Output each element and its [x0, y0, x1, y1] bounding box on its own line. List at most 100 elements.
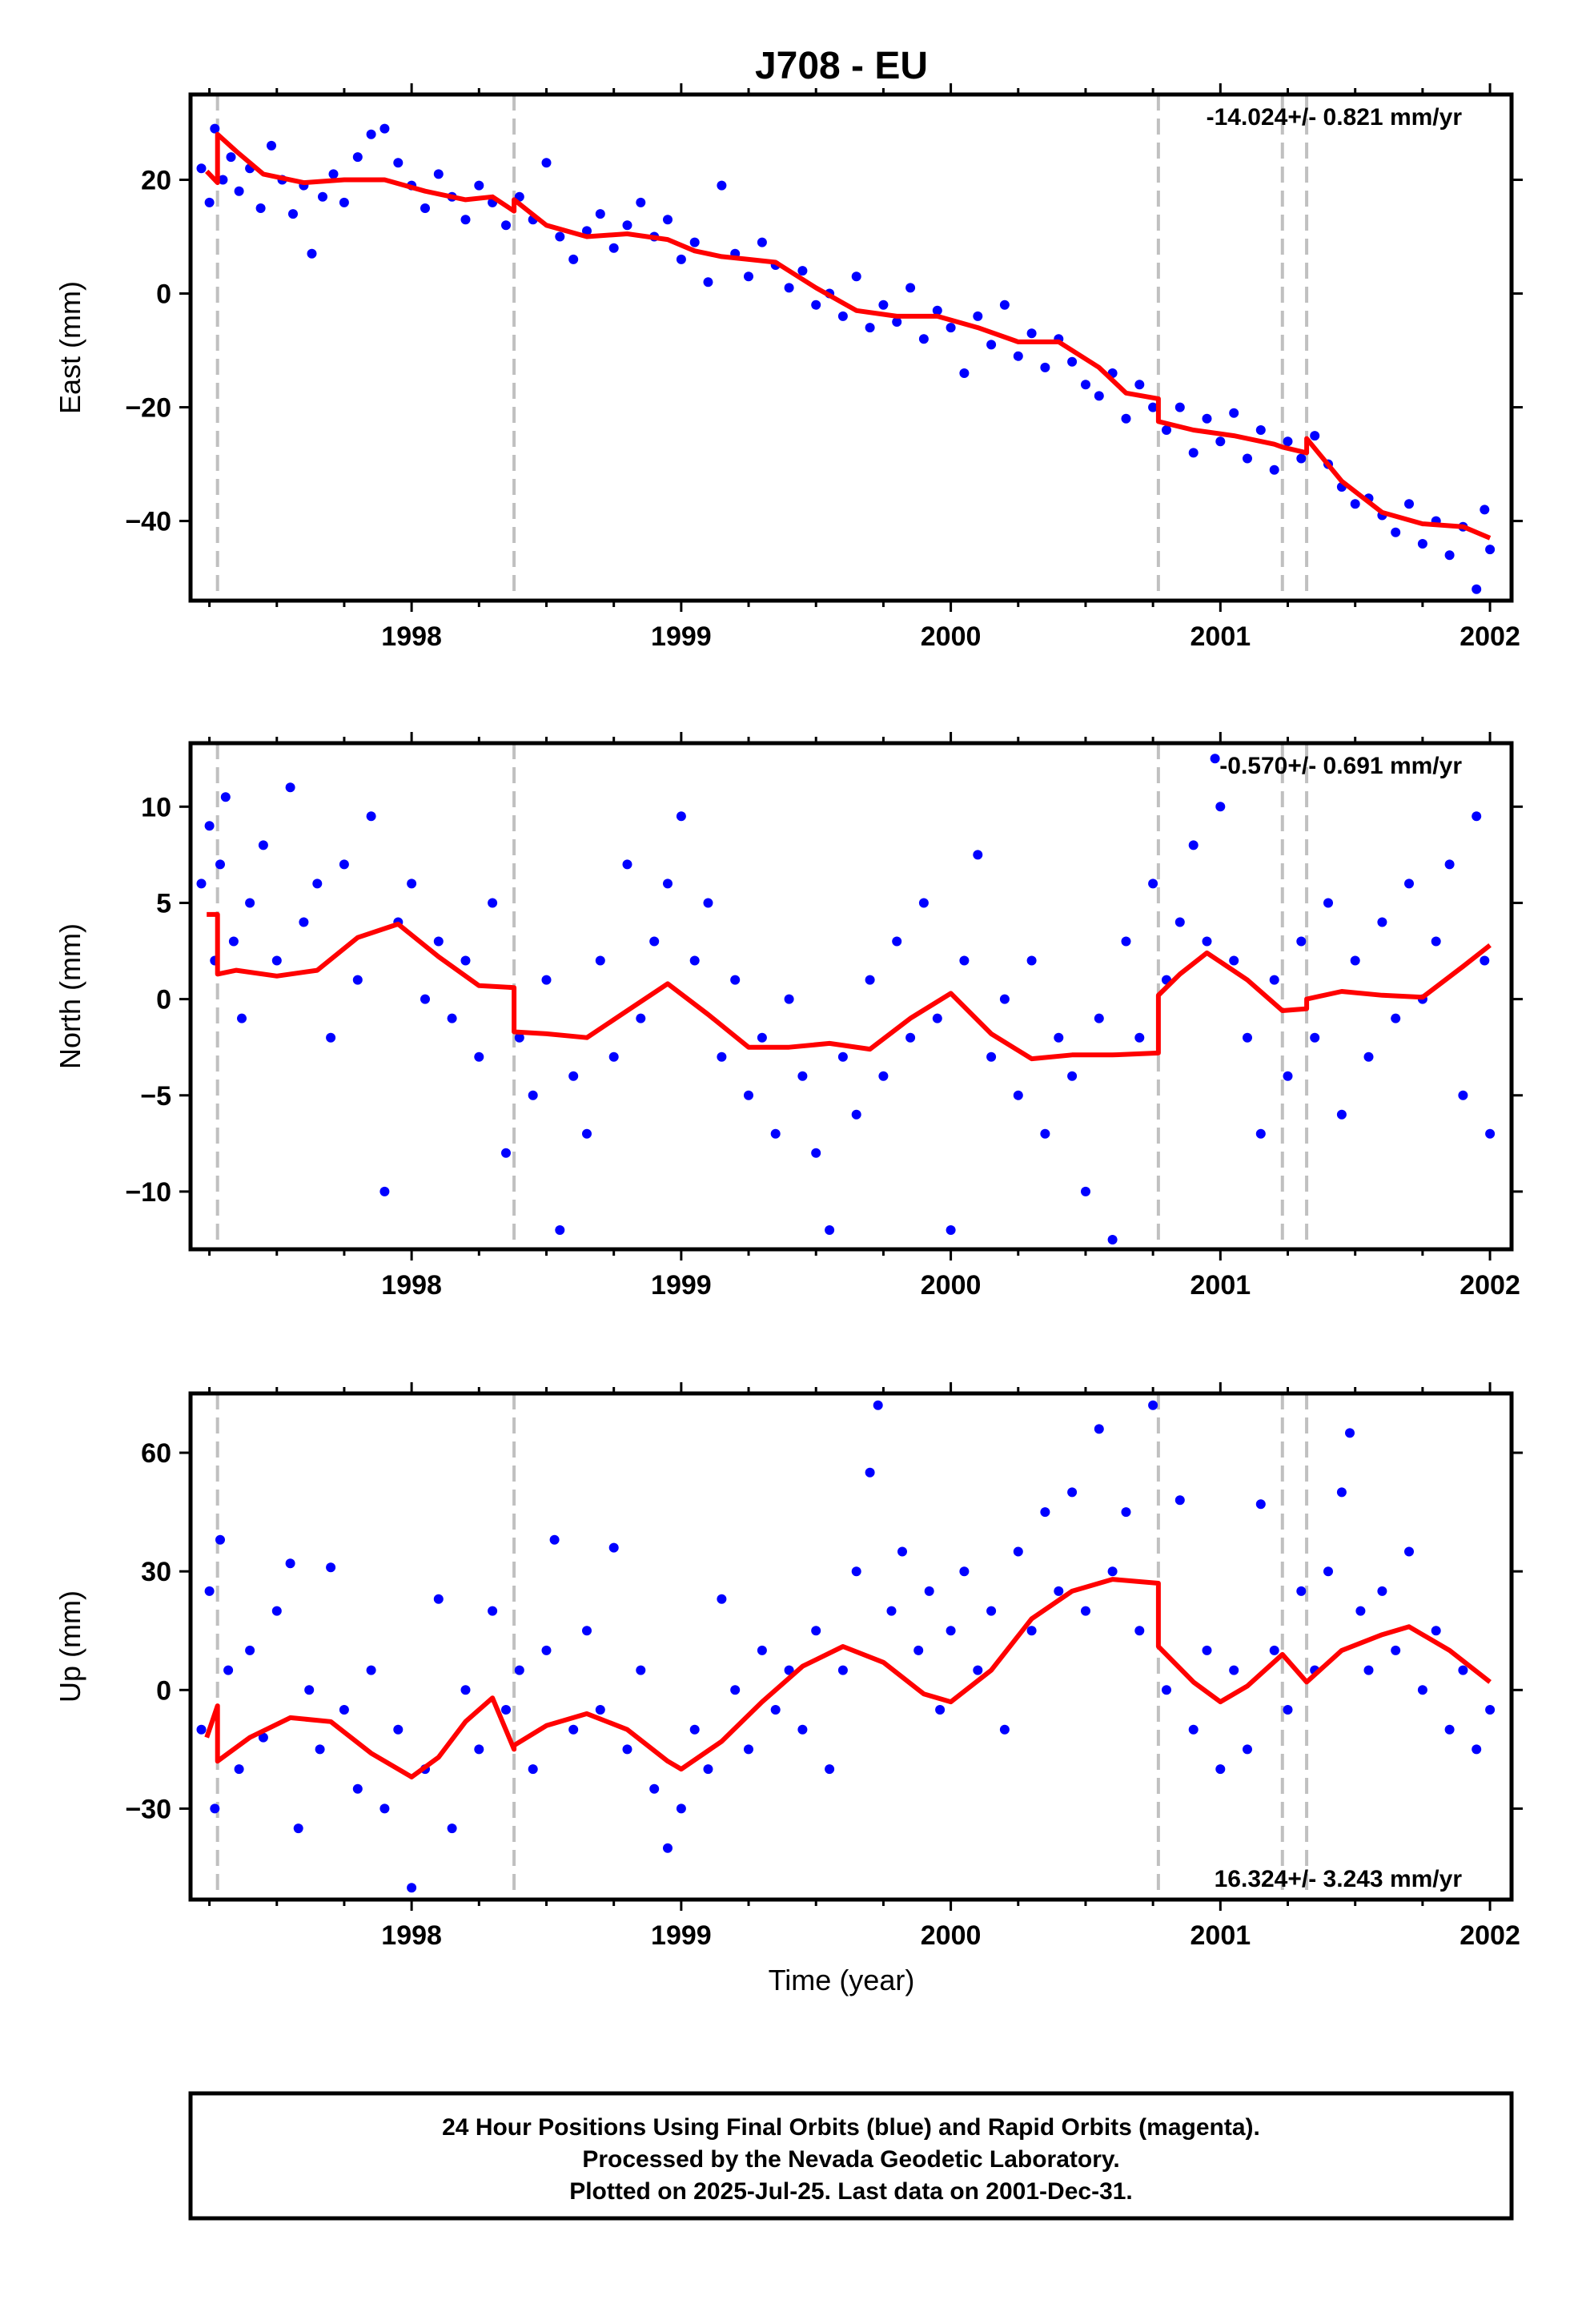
up-point-69	[1054, 1586, 1064, 1596]
east-point-13	[307, 248, 317, 259]
up-point-19	[393, 1724, 404, 1735]
up-point-43	[717, 1594, 727, 1604]
up-point-42	[703, 1764, 713, 1775]
north-point-54	[865, 975, 875, 985]
east-point-33	[568, 254, 579, 264]
north-point-91	[1350, 955, 1360, 966]
east-point-16	[339, 197, 349, 207]
up-point-71	[1081, 1606, 1090, 1616]
up-point-96	[1404, 1546, 1414, 1557]
east-plot-area	[191, 94, 1512, 601]
up-point-38	[649, 1783, 660, 1794]
north-point-23	[447, 1013, 457, 1023]
up-point-100	[1458, 1665, 1468, 1675]
up-x-tick-label: 1999	[651, 1920, 712, 1951]
up-point-63	[973, 1665, 983, 1675]
up-point-76	[1148, 1400, 1158, 1410]
chart-title: J708 - EU	[755, 45, 928, 87]
up-point-87	[1296, 1586, 1307, 1596]
north-point-4	[215, 859, 225, 870]
north-y-tick-label: 10	[141, 792, 171, 822]
north-x-tick-label: 1999	[651, 1270, 712, 1301]
east-point-54	[851, 271, 861, 282]
east-y-tick-label: 0	[156, 279, 171, 310]
up-point-11	[293, 1823, 303, 1834]
north-point-26	[488, 898, 498, 908]
north-point-28	[514, 1032, 524, 1043]
north-y-tick-label: 5	[156, 888, 171, 919]
east-y-axis-label: East (mm)	[54, 281, 86, 414]
up-point-90	[1336, 1487, 1347, 1498]
north-rate-label: -0.570+/- 0.691 mm/yr	[1219, 753, 1462, 779]
north-point-86	[1283, 1071, 1293, 1081]
footer-box: 24 Hour Positions Using Final Orbits (bl…	[188, 2091, 1514, 2221]
up-point-35	[608, 1542, 619, 1553]
east-point-67	[1026, 328, 1037, 339]
east-point-38	[636, 197, 646, 207]
north-point-55	[878, 1071, 889, 1081]
north-point-27	[501, 1148, 511, 1158]
north-point-95	[1404, 879, 1414, 889]
footer-line-3: Plotted on 2025-Jul-25. Last data on 200…	[569, 2178, 1133, 2205]
north-point-17	[366, 811, 376, 822]
north-point-84	[1255, 1128, 1266, 1139]
up-point-6	[234, 1764, 244, 1775]
north-point-2	[204, 821, 215, 831]
up-point-12	[304, 1685, 315, 1695]
north-point-59	[932, 1013, 942, 1023]
up-point-72	[1094, 1424, 1104, 1434]
up-point-15	[339, 1705, 349, 1715]
north-point-16	[352, 975, 363, 985]
north-point-39	[663, 879, 673, 889]
up-point-20	[407, 1883, 417, 1893]
up-point-50	[811, 1626, 821, 1636]
north-point-32	[568, 1071, 579, 1081]
up-point-18	[379, 1803, 390, 1814]
up-point-82	[1229, 1665, 1239, 1675]
up-point-58	[913, 1645, 924, 1655]
east-point-32	[555, 231, 565, 242]
panels: 1998 1999 2000 2001 2002 −40 −20 0 20 East (mm) -1…	[54, 83, 1523, 1951]
up-point-1	[196, 1724, 207, 1735]
north-y-tick-label: 0	[156, 985, 171, 1015]
north-x-tick-label: 2000	[921, 1270, 982, 1301]
north-y-axis-label: North (mm)	[54, 923, 86, 1069]
up-point-49	[797, 1724, 808, 1735]
up-point-83	[1243, 1744, 1252, 1755]
north-point-44	[730, 975, 741, 985]
up-point-97	[1417, 1685, 1427, 1695]
east-point-40	[663, 215, 673, 225]
up-panel: 1998 1999 2000 2001 2002 −30 0 30 60 Up (mm) 16.32…	[54, 1382, 1523, 1951]
east-point-61	[946, 323, 956, 333]
north-point-35	[608, 1051, 619, 1062]
north-point-14	[326, 1032, 336, 1043]
east-point-70	[1067, 356, 1078, 367]
up-point-23	[447, 1823, 457, 1834]
north-point-74	[1134, 1032, 1145, 1043]
east-point-96	[1417, 539, 1427, 549]
east-point-43	[703, 277, 713, 287]
up-point-95	[1391, 1645, 1401, 1655]
east-point-88	[1310, 431, 1320, 441]
east-model-line	[205, 131, 1492, 541]
north-model-line	[207, 911, 1492, 1062]
east-point-60	[932, 305, 942, 316]
up-point-77	[1162, 1685, 1171, 1695]
up-point-25	[474, 1744, 484, 1755]
up-point-74	[1121, 1507, 1131, 1518]
east-point-65	[999, 300, 1010, 310]
up-point-64	[986, 1606, 997, 1616]
up-point-7	[245, 1645, 255, 1655]
east-point-49	[784, 283, 794, 293]
east-point-94	[1391, 527, 1401, 537]
up-point-48	[784, 1665, 794, 1675]
north-point-12	[299, 917, 309, 927]
north-point-90	[1336, 1109, 1347, 1120]
east-point-36	[608, 243, 619, 253]
up-point-91	[1345, 1428, 1355, 1438]
east-point-47	[757, 237, 767, 247]
north-frame	[188, 741, 1514, 1252]
up-point-101	[1472, 1744, 1482, 1755]
east-point-79	[1188, 448, 1199, 458]
